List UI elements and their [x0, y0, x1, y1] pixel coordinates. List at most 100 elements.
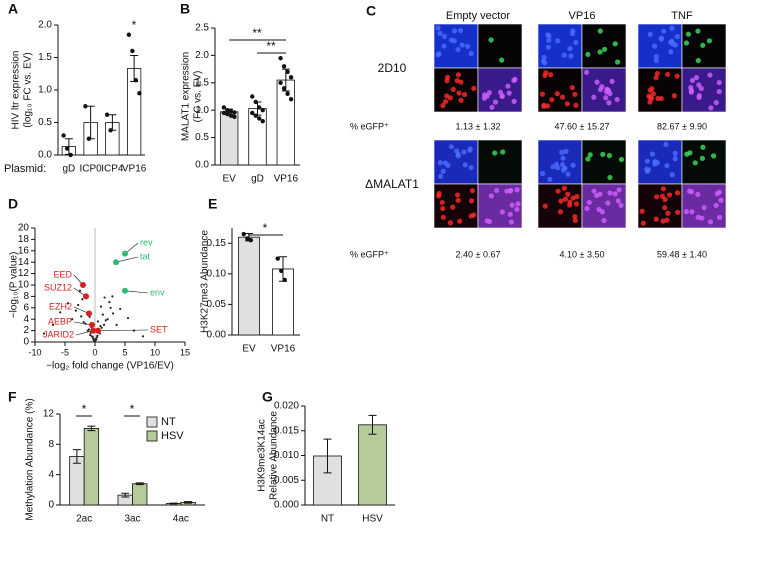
cell	[669, 38, 675, 44]
x-tick-label: EV	[222, 174, 236, 185]
cell	[671, 93, 678, 99]
cell	[570, 162, 576, 168]
cell	[447, 220, 454, 226]
cell	[591, 94, 597, 100]
cell	[558, 198, 564, 204]
cell	[499, 93, 505, 99]
image-tile	[681, 139, 727, 185]
y-axis-label: HIV ltr expression	[11, 51, 22, 130]
cell	[672, 150, 678, 157]
x-tick-label: -10	[28, 347, 41, 357]
cell	[665, 210, 671, 216]
cell	[541, 54, 547, 60]
data-point	[278, 80, 283, 86]
data-point	[285, 69, 290, 75]
data-point	[228, 113, 234, 118]
cell	[541, 102, 547, 108]
cell	[455, 72, 461, 78]
cell	[640, 220, 646, 226]
y-axis-label: Methylation Abundance (%)	[25, 398, 36, 520]
y-tick-label: 12	[43, 409, 55, 420]
cell	[450, 204, 456, 210]
data-point	[109, 306, 112, 309]
data-point	[257, 105, 262, 110]
x-tick-label: VP16	[274, 174, 299, 185]
data-point	[78, 289, 82, 292]
cell	[652, 43, 658, 49]
cell	[539, 170, 546, 176]
data-point	[248, 238, 253, 243]
cell	[439, 199, 445, 206]
x-tick-label: NT	[321, 514, 334, 525]
cell	[700, 42, 706, 48]
highlight-label: EED	[53, 269, 72, 279]
cell	[440, 168, 446, 174]
highlight-label: env	[150, 287, 165, 297]
data-point	[253, 113, 258, 118]
data-point	[132, 329, 136, 332]
cell	[557, 209, 564, 215]
data-point	[91, 335, 94, 338]
data-point	[241, 231, 246, 237]
cell	[659, 193, 666, 199]
data-point	[51, 323, 55, 326]
highlight-label: SUZ12	[44, 282, 72, 292]
y-tick-label: 0.020	[274, 401, 299, 412]
cell	[689, 77, 696, 84]
x-tick-label: ICP0	[80, 164, 103, 175]
cell	[499, 209, 506, 215]
x-tick-label: ICP4	[101, 164, 124, 175]
cell	[454, 192, 461, 198]
data-point	[279, 268, 284, 273]
cell	[618, 156, 625, 163]
cell	[706, 38, 712, 44]
cell	[549, 97, 555, 103]
cell	[471, 212, 477, 218]
cell	[695, 28, 701, 34]
cell	[542, 72, 548, 79]
cell	[436, 193, 442, 199]
y-axis-label: MALAT1 expression	[181, 52, 192, 141]
cell	[663, 141, 669, 147]
cell	[494, 187, 500, 194]
image-tile	[637, 139, 683, 185]
y-tick-label: 8	[23, 291, 29, 302]
data-point	[96, 320, 100, 323]
cell	[509, 202, 515, 208]
cell	[584, 205, 590, 212]
data-point	[87, 328, 91, 331]
cell	[468, 50, 474, 57]
cell	[565, 191, 571, 197]
cell	[508, 187, 514, 193]
cell	[482, 92, 488, 98]
y-axis-label: H3K27me3 Abundance	[200, 230, 211, 333]
data-point	[106, 318, 109, 321]
cell	[456, 90, 462, 96]
data-point	[108, 128, 113, 133]
data-point	[95, 338, 98, 341]
cell	[674, 190, 681, 196]
y-tick-label: 0	[48, 500, 54, 511]
cell	[653, 53, 659, 60]
y-tick-label: 0.15	[207, 238, 227, 249]
data-point	[61, 133, 66, 138]
data-point	[260, 108, 265, 113]
cell	[669, 172, 675, 178]
data-point	[221, 110, 227, 116]
cell	[488, 37, 494, 43]
bar	[238, 236, 260, 336]
cell	[675, 209, 681, 215]
error-bar	[368, 414, 377, 435]
cell	[548, 72, 554, 78]
y-tick-label: 0.010	[274, 450, 299, 461]
cell	[609, 78, 615, 85]
error-bar	[169, 502, 178, 505]
cell	[688, 85, 694, 91]
highlight-point	[95, 327, 101, 334]
highlight-label: AEBP	[48, 316, 72, 326]
cell	[500, 149, 506, 155]
cell	[505, 83, 511, 89]
y-tick-label: 0.10	[207, 268, 227, 279]
cell	[564, 101, 570, 107]
